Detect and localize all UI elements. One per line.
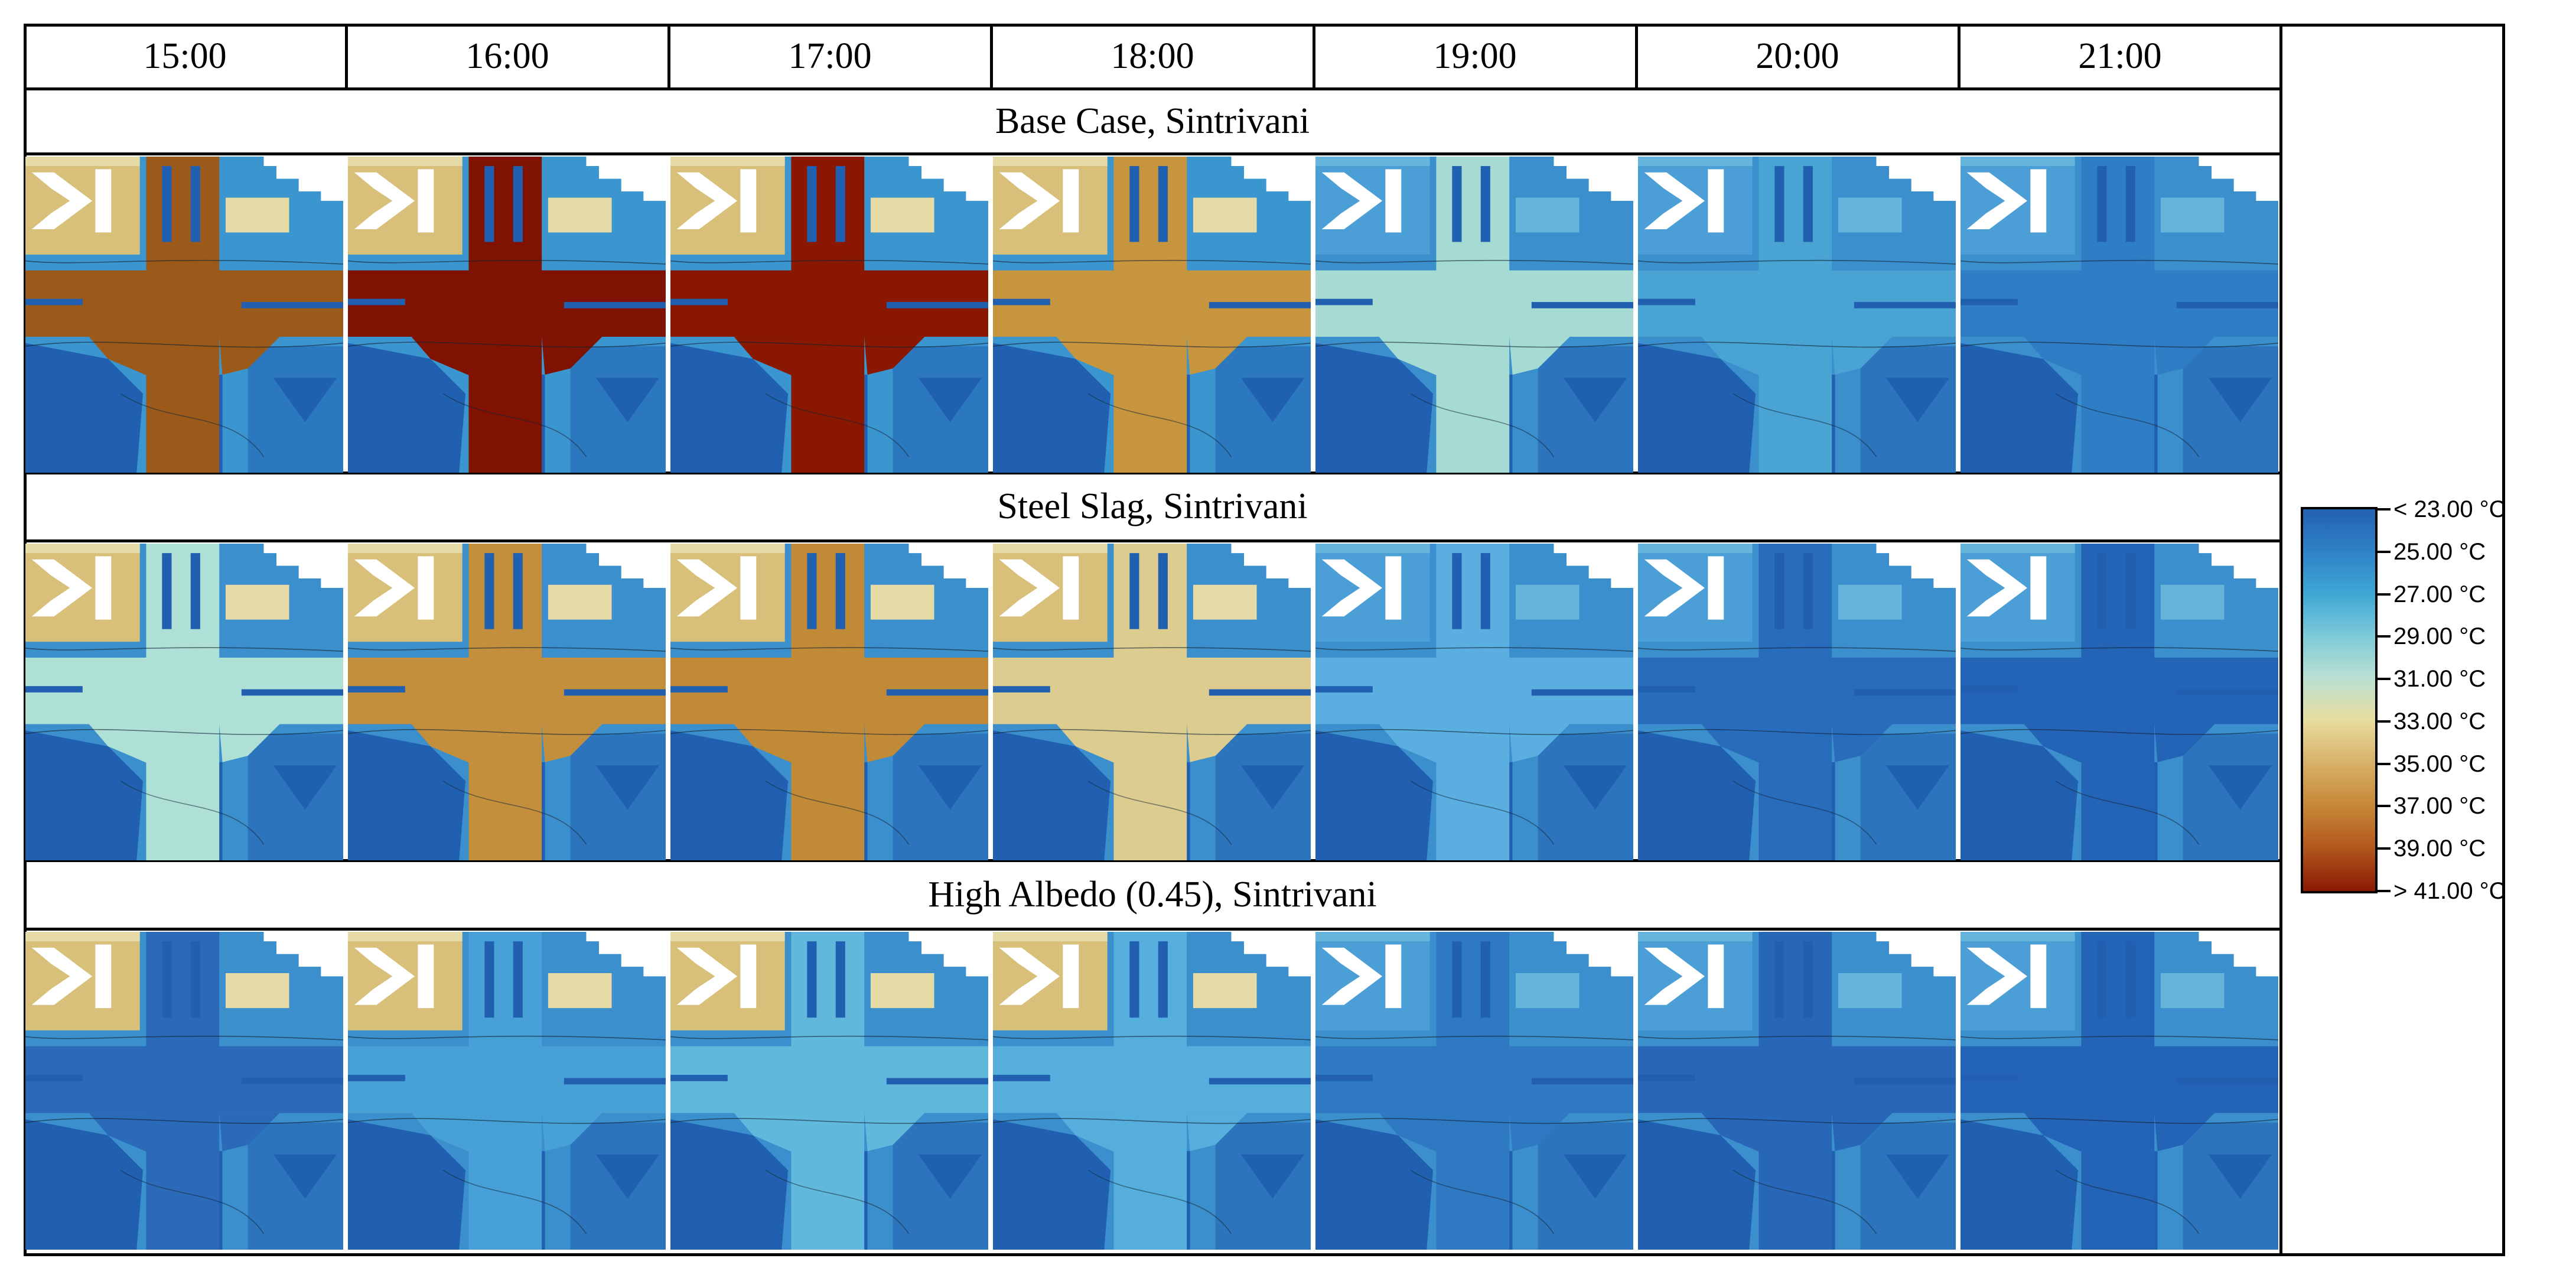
temperature-map-panel xyxy=(670,544,988,860)
row-title-2: High Albedo (0.45), Sintrivani xyxy=(928,874,1377,915)
temperature-legend-bar xyxy=(2301,507,2378,893)
legend-label-3: 29.00 °C xyxy=(2393,623,2486,650)
time-header-4: 19:00 xyxy=(1433,35,1517,76)
temperature-map-panel xyxy=(1315,932,1633,1250)
legend-label-8: 39.00 °C xyxy=(2393,835,2486,862)
temperature-map-panel xyxy=(1638,932,1956,1250)
grid-right-border xyxy=(2279,24,2282,1256)
row-title-0: Base Case, Sintrivani xyxy=(995,100,1310,141)
temperature-map-panel xyxy=(25,544,343,860)
temperature-map-panel xyxy=(1638,544,1956,860)
legend-tick xyxy=(2378,890,2391,892)
temperature-map-panel xyxy=(1315,157,1633,473)
legend-tick xyxy=(2378,847,2391,850)
time-header-3: 18:00 xyxy=(1110,35,1194,76)
time-header-5: 20:00 xyxy=(1756,35,1839,76)
column-divider xyxy=(667,24,670,89)
temperature-map-panel xyxy=(993,544,1311,860)
legend-tick xyxy=(2378,720,2391,723)
legend-tick xyxy=(2378,508,2391,511)
temperature-map-panel xyxy=(1638,157,1956,473)
row-divider xyxy=(24,539,2281,542)
legend-label-9: > 41.00 °C xyxy=(2393,878,2506,904)
temperature-map-panel xyxy=(25,157,343,473)
time-header-1: 16:00 xyxy=(465,35,549,76)
temperature-map-panel xyxy=(348,544,666,860)
legend-label-0: < 23.00 °C xyxy=(2393,496,2506,522)
column-divider xyxy=(345,24,348,89)
legend-tick xyxy=(2378,762,2391,765)
temperature-map-panel xyxy=(348,157,666,473)
row-divider xyxy=(24,87,2281,90)
temperature-map-panel xyxy=(670,157,988,473)
legend-tick xyxy=(2378,635,2391,638)
temperature-map-panel xyxy=(1961,157,2278,473)
temperature-map-panel xyxy=(670,932,988,1250)
time-header-2: 17:00 xyxy=(788,35,872,76)
temperature-map-panel xyxy=(348,932,666,1250)
column-divider xyxy=(1313,24,1315,89)
time-header-0: 15:00 xyxy=(143,35,227,76)
legend-label-6: 35.00 °C xyxy=(2393,750,2486,777)
temperature-map-panel xyxy=(25,932,343,1250)
legend-tick xyxy=(2378,593,2391,596)
row-divider xyxy=(24,152,2281,155)
column-divider xyxy=(1635,24,1638,89)
row-divider xyxy=(24,859,2281,862)
column-divider xyxy=(990,24,993,89)
temperature-map-panel xyxy=(1315,544,1633,860)
temperature-map-panel xyxy=(993,932,1311,1250)
legend-label-2: 27.00 °C xyxy=(2393,581,2486,607)
legend-tick xyxy=(2378,805,2391,808)
legend-label-4: 31.00 °C xyxy=(2393,666,2486,692)
legend-tick xyxy=(2378,550,2391,553)
temperature-map-panel xyxy=(993,157,1311,473)
time-header-6: 21:00 xyxy=(2078,35,2162,76)
temperature-map-panel xyxy=(1961,544,2278,860)
row-title-1: Steel Slag, Sintrivani xyxy=(997,486,1308,526)
row-divider xyxy=(24,928,2281,931)
row-divider xyxy=(24,472,2281,474)
legend-label-1: 25.00 °C xyxy=(2393,538,2486,565)
temperature-map-panel xyxy=(1961,932,2278,1250)
legend-label-5: 33.00 °C xyxy=(2393,708,2486,734)
figure-frame xyxy=(24,24,2505,1256)
legend-tick xyxy=(2378,678,2391,681)
column-divider xyxy=(1958,24,1961,89)
legend-label-7: 37.00 °C xyxy=(2393,793,2486,820)
